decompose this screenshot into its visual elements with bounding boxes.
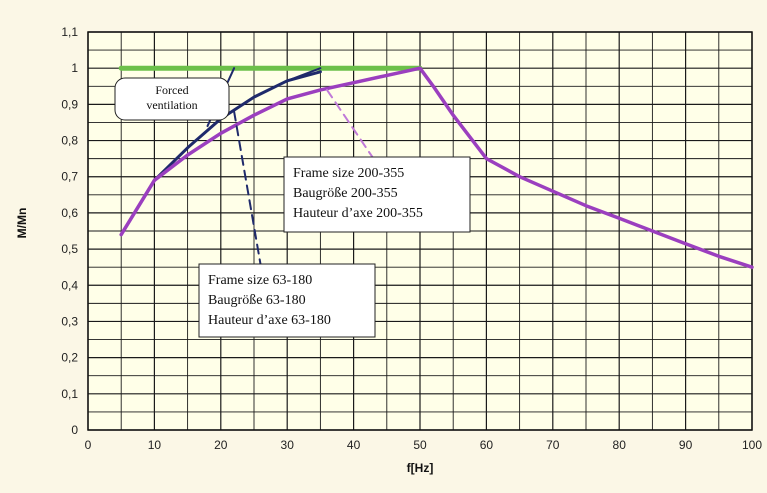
- x-axis-label: f[Hz]: [407, 461, 434, 475]
- y-tick-label: 0,4: [61, 278, 78, 292]
- annotation-line: Hauteur d’axe 200-355: [293, 206, 423, 221]
- y-tick-label: 1: [71, 61, 78, 75]
- x-tick-label: 80: [613, 438, 627, 452]
- annotation-line: ventilation: [146, 98, 197, 112]
- series-line-large-transition: [286, 67, 322, 82]
- x-tick-label: 0: [85, 438, 92, 452]
- y-tick-label: 0,5: [61, 242, 78, 256]
- plot-border: [87, 31, 753, 431]
- series-line-large-leader: [326, 88, 375, 160]
- x-tick-label: 50: [413, 438, 427, 452]
- y-tick-label: 0,2: [61, 351, 78, 365]
- y-axis-label: M/Mn: [15, 208, 29, 239]
- x-tick-label: 20: [214, 438, 228, 452]
- annotation-line: Hauteur d’axe 63-180: [208, 313, 331, 328]
- x-tick-label: 100: [742, 438, 762, 452]
- y-tick-label: 0,9: [61, 97, 78, 111]
- x-tick-label: 90: [679, 438, 693, 452]
- annotation-line: Frame size 200-355: [293, 166, 404, 181]
- annotation-box: [114, 77, 230, 121]
- annotation-frame-63-180: Frame size 63-180 Baugröße 63-180 Hauteur …: [198, 263, 376, 338]
- y-tick-label: 0,8: [61, 134, 78, 148]
- x-tick-label: 60: [480, 438, 494, 452]
- annotation-line: Forced: [155, 83, 188, 97]
- series-line-large: [119, 66, 754, 269]
- annotation-line: Baugröße 200-355: [293, 186, 398, 201]
- annotation-line: Baugröße 63-180: [208, 293, 306, 308]
- series-line-small-leader: [233, 110, 269, 305]
- y-tick-label: 0,7: [61, 170, 78, 184]
- annotation-box: [283, 156, 471, 233]
- x-tick-label: 10: [148, 438, 162, 452]
- y-tick-label: 0,3: [61, 314, 78, 328]
- series-group: [118, 65, 754, 305]
- tick-labels: 0 10 20 30 40 50 60 70 80 90 100 0 0,1 0,2 0,3 0,4 0,5 0,…: [61, 25, 762, 452]
- x-tick-label: 70: [546, 438, 560, 452]
- annotation-box: [198, 263, 376, 338]
- annotation-line: Frame size 63-180: [208, 273, 312, 288]
- y-tick-label: 0: [71, 423, 78, 437]
- x-tick-label: 30: [281, 438, 295, 452]
- annotation-frame-200-355: Frame size 200-355 Baugröße 200-355 Hauteu…: [283, 156, 471, 233]
- y-tick-label: 0,1: [61, 387, 78, 401]
- x-tick-label: 40: [347, 438, 361, 452]
- y-tick-label: 1,1: [61, 25, 78, 39]
- y-tick-label: 0,6: [61, 206, 78, 220]
